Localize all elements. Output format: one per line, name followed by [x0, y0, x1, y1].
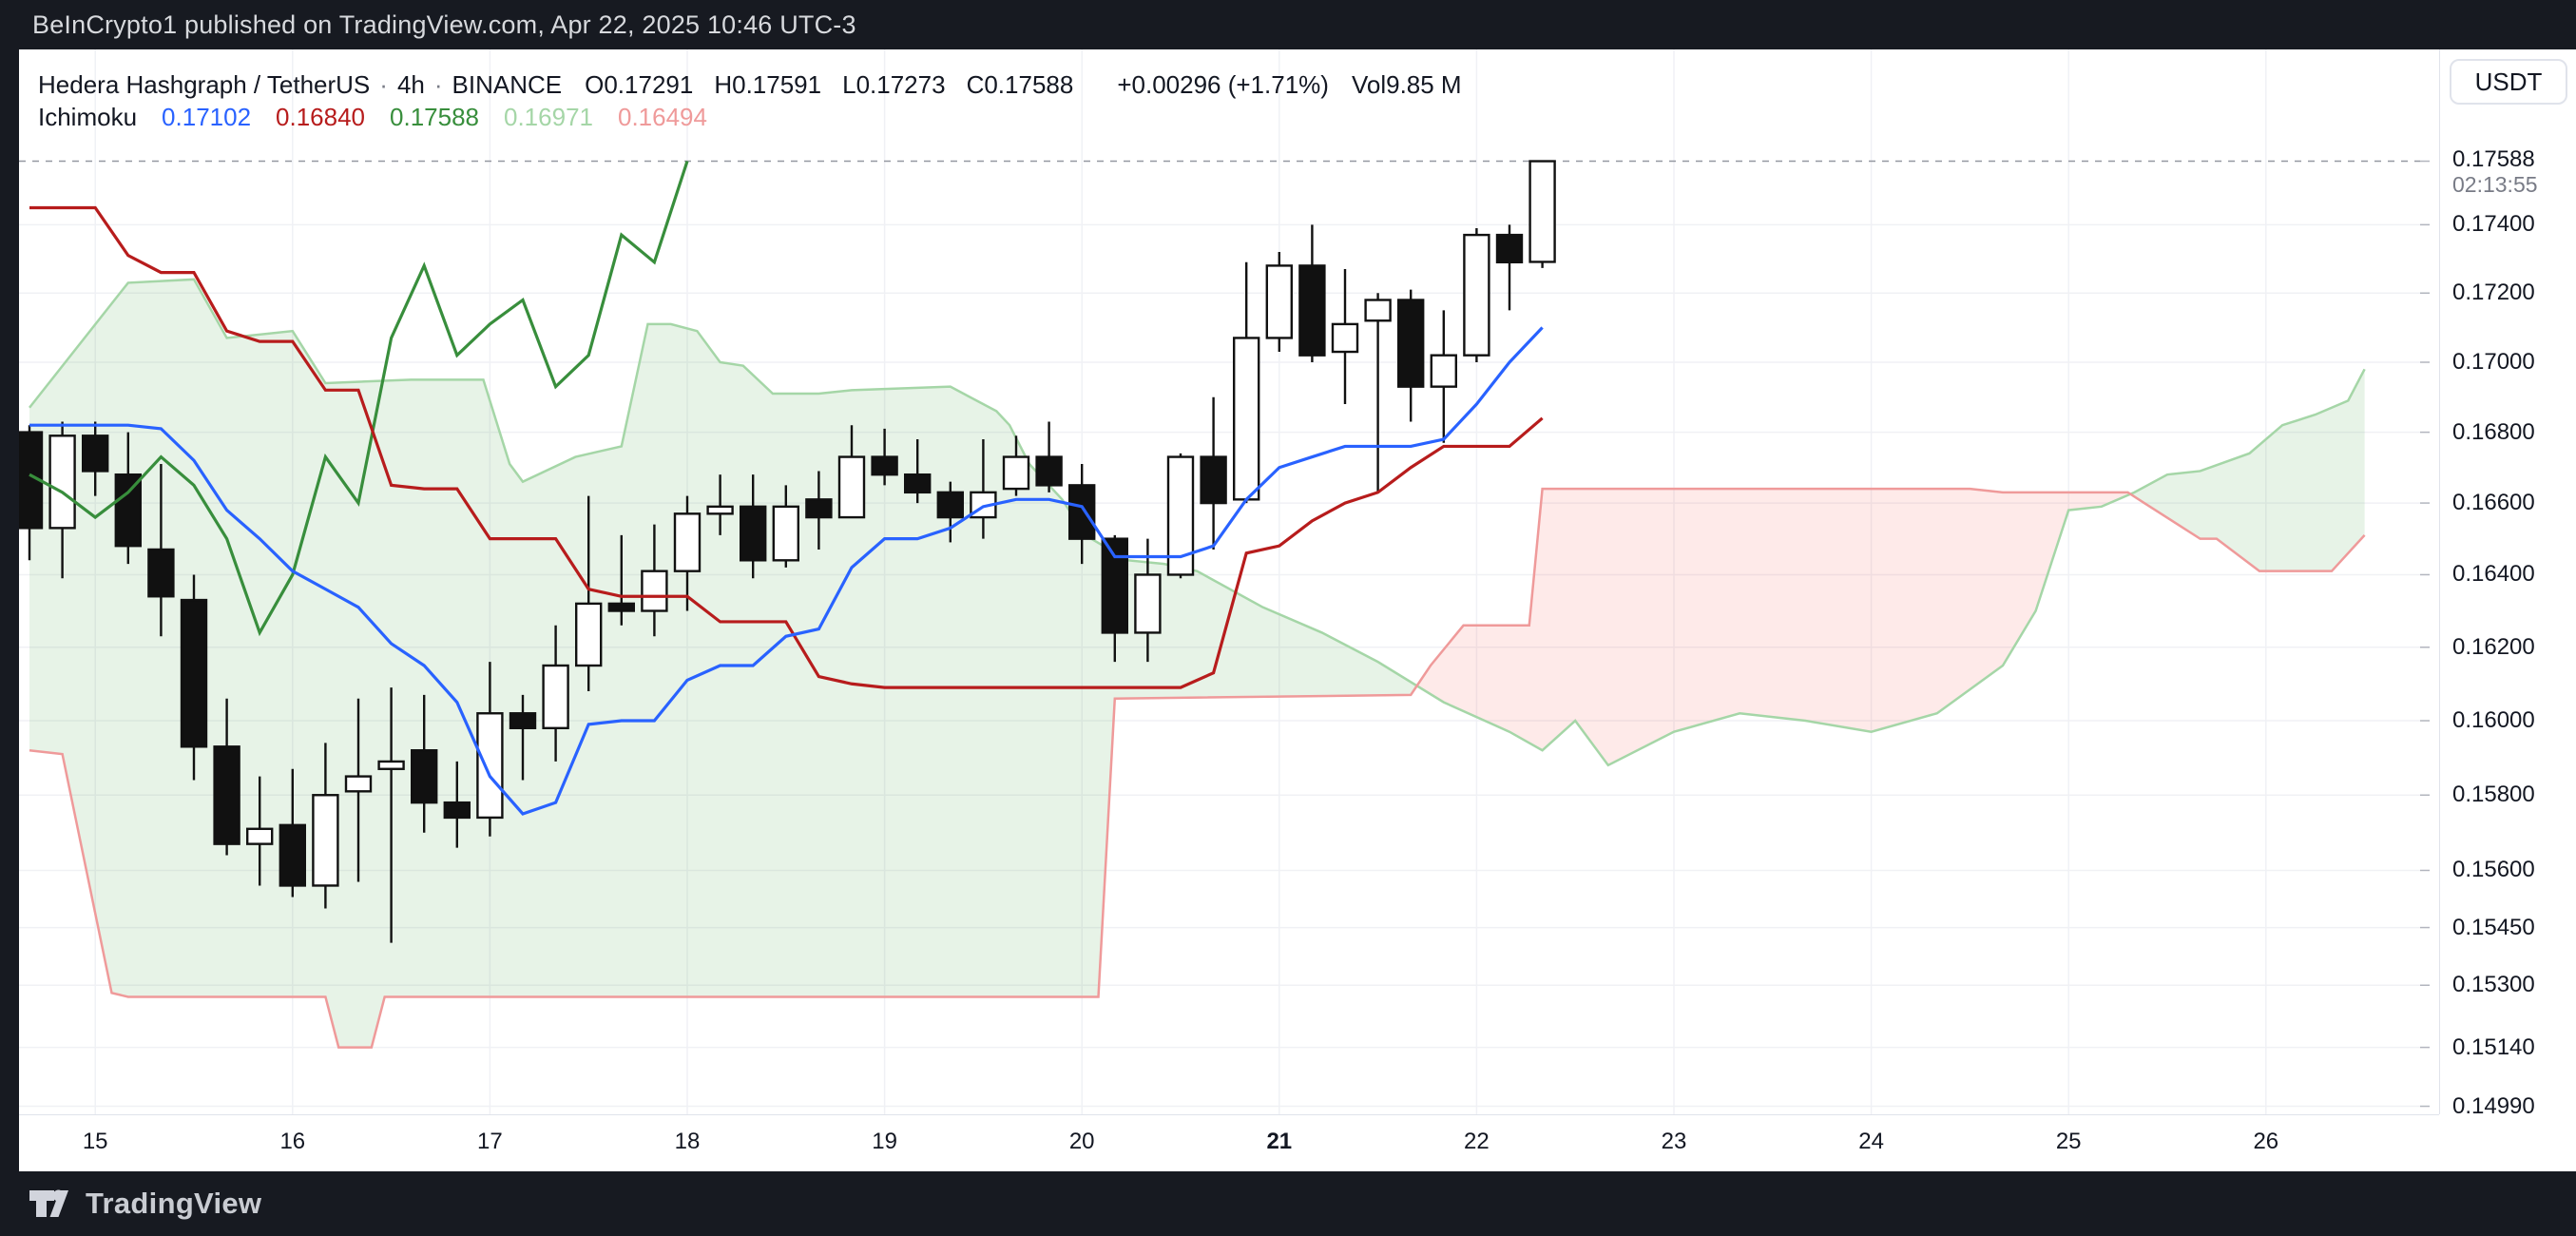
- kijun-line: [29, 205, 1544, 689]
- tradingview-logo-icon: [29, 1189, 68, 1217]
- tenkan-line: [29, 326, 1544, 816]
- time-tick-label-20: 20: [1068, 1129, 1095, 1154]
- indicator-header[interactable]: Ichimoku 0.17102 0.16840 0.17588 0.16971 0.1…: [38, 103, 707, 132]
- last-price-label: 0.17588: [2452, 145, 2535, 172]
- chikou-line: [29, 161, 689, 637]
- ichimoku-value-1: 0.16840: [276, 103, 366, 131]
- ichimoku-value-2: 0.17588: [390, 103, 479, 131]
- tradingview-logo[interactable]: TradingView: [29, 1187, 261, 1221]
- time-tick-label-17: 17: [477, 1129, 503, 1154]
- footer-bar: TradingView: [0, 1171, 2576, 1236]
- time-tick-label-22: 22: [1464, 1129, 1490, 1154]
- price-tick-label: 0.15300: [2452, 972, 2535, 998]
- tradingview-logo-text: TradingView: [86, 1187, 262, 1220]
- ohlc-o: O0.17291: [585, 70, 694, 99]
- ohlc-c: C0.17588: [966, 70, 1074, 99]
- ichimoku-cloud: [29, 279, 2365, 1048]
- time-tick-label-18: 18: [674, 1129, 701, 1154]
- price-tick-label: 0.16400: [2452, 561, 2535, 588]
- time-tick-label-24: 24: [1858, 1129, 1884, 1154]
- change-value: +0.00296 (+1.71%): [1117, 70, 1329, 99]
- time-tick-label-16: 16: [279, 1129, 306, 1154]
- price-tick-label: 0.15800: [2452, 782, 2535, 808]
- ohlc-h: H0.17591: [714, 70, 822, 99]
- plot-layers: [19, 49, 2420, 1114]
- ichimoku-value-0: 0.17102: [162, 103, 252, 131]
- bar-countdown: 02:13:55: [2452, 171, 2538, 197]
- price-tick-label: 0.16800: [2452, 418, 2535, 445]
- time-tick-label-15: 15: [82, 1129, 108, 1154]
- price-tick-label: 0.15600: [2452, 857, 2535, 883]
- candles: [19, 160, 1556, 943]
- price-tick-label: 0.16000: [2452, 707, 2535, 734]
- price-tick-label: 0.17400: [2452, 211, 2535, 238]
- price-tick-label: 0.16200: [2452, 633, 2535, 660]
- chart-plot-area[interactable]: [19, 49, 2576, 1171]
- ichimoku-value-3: 0.16971: [504, 103, 593, 131]
- currency-toggle-button[interactable]: USDT: [2450, 59, 2567, 105]
- time-tick-label-26: 26: [2253, 1129, 2279, 1154]
- price-tick-label: 0.15450: [2452, 914, 2535, 940]
- publish-info-text: BeInCrypto1 published on TradingView.com…: [32, 10, 856, 39]
- symbol-title: Hedera Hashgraph / TetherUS · 4h · BINANCE: [38, 70, 563, 99]
- price-tick-label: 0.14990: [2452, 1092, 2535, 1119]
- time-tick-label-25: 25: [2055, 1129, 2082, 1154]
- ohlc-l: L0.17273: [842, 70, 946, 99]
- ichimoku-value-4: 0.16494: [617, 103, 707, 131]
- time-tick-label-23: 23: [1661, 1129, 1687, 1154]
- price-axis[interactable]: USDT 0.17400 0.17200 0.17000 0.16800 0.16600…: [2439, 49, 2576, 1118]
- price-tick-label: 0.17200: [2452, 280, 2535, 306]
- price-tick-label: 0.15140: [2452, 1033, 2535, 1060]
- time-tick-label-19: 19: [872, 1129, 897, 1154]
- publish-info-bar: BeInCrypto1 published on TradingView.com…: [0, 0, 2576, 49]
- price-tick-marks: [2420, 160, 2430, 1108]
- time-axis[interactable]: 15 16 17 18 19 20 21 22 23 24 25 26: [19, 1114, 2439, 1171]
- ohlc-values: O0.17291 H0.17591 L0.17273 C0.17588: [585, 70, 1094, 100]
- chart-panel[interactable]: Hedera Hashgraph / TetherUS · 4h · BINANCE O…: [19, 49, 2576, 1171]
- price-tick-label: 0.16600: [2452, 490, 2535, 516]
- volume-value: Vol9.85 M: [1351, 70, 1462, 99]
- indicator-name: Ichimoku: [38, 103, 138, 131]
- time-tick-label-21: 21: [1266, 1129, 1293, 1154]
- senkou-b-line: [29, 487, 2366, 1049]
- price-tick-label: 0.17000: [2452, 349, 2535, 375]
- symbol-header: Hedera Hashgraph / TetherUS · 4h · BINANCE O…: [38, 70, 1485, 100]
- senkou-a-line: [29, 278, 2366, 767]
- indicator-values: 0.17102 0.16840 0.17588 0.16971 0.16494: [137, 103, 707, 132]
